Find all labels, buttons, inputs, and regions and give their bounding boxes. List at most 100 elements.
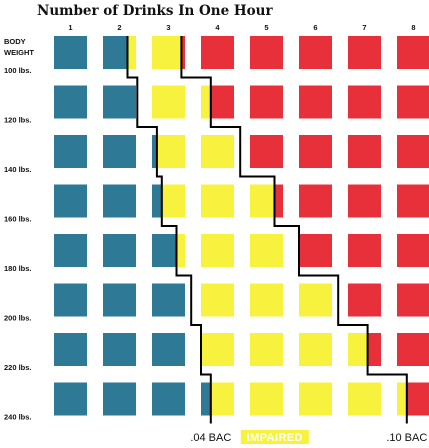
grid-cell — [201, 184, 234, 218]
grid-cell — [54, 36, 87, 69]
grid-cell — [250, 333, 283, 366]
grid-cell — [54, 382, 87, 416]
grid-cell — [397, 184, 429, 218]
grid-cell — [299, 382, 332, 416]
grid-cell — [210, 382, 234, 416]
column-label: 1 — [68, 23, 72, 32]
grid-cell — [397, 234, 429, 267]
row-label: 140 lbs. — [4, 165, 32, 174]
grid-cell — [54, 85, 87, 119]
grid-cell — [299, 283, 332, 317]
grid-cell — [250, 382, 283, 416]
grid-cell — [161, 184, 185, 218]
y-axis-label: BODY — [4, 37, 26, 46]
row-label: 120 lbs. — [4, 116, 32, 125]
row-label: 220 lbs. — [4, 363, 32, 372]
grid-cell — [397, 283, 429, 317]
grid-cell — [103, 382, 136, 416]
impaired-badge — [240, 430, 309, 444]
grid-cell — [348, 283, 381, 317]
grid-cell — [299, 234, 332, 267]
grid-cell — [152, 333, 185, 366]
grid-cell — [348, 36, 381, 69]
bac-10-boundary-line — [180, 36, 408, 424]
grid-cell — [54, 333, 87, 366]
bac-04-boundary-line — [126, 36, 212, 424]
grid-cell — [397, 135, 429, 168]
grid-cell — [54, 184, 87, 218]
grid-cell — [103, 85, 136, 119]
column-label: 8 — [411, 23, 415, 32]
column-label: 3 — [166, 23, 170, 32]
grid-cell — [103, 184, 136, 218]
grid-cell — [152, 184, 162, 218]
grid-cell — [152, 36, 182, 69]
chart-title: Number of Drinks In One Hour — [37, 3, 273, 19]
grid-cell — [250, 234, 283, 267]
grid-cell — [152, 283, 185, 317]
grid-cell — [299, 36, 332, 69]
grid-cell — [152, 382, 185, 416]
grid-cell — [201, 234, 234, 267]
y-axis-label: WEIGHT — [4, 48, 34, 57]
column-label: 7 — [362, 23, 366, 32]
grid-cell — [250, 36, 283, 69]
column-label: 5 — [264, 23, 268, 32]
grid-cell — [210, 85, 234, 119]
grid-cell — [103, 234, 136, 267]
grid-cell — [348, 234, 381, 267]
grid-cell — [103, 283, 136, 317]
row-label: 200 lbs. — [4, 314, 32, 323]
row-label: 240 lbs. — [4, 413, 32, 422]
grid-cell — [152, 85, 185, 119]
grid-cell — [201, 283, 234, 317]
bac-04-label: .04 BAC — [190, 432, 231, 444]
grid-cell — [201, 85, 211, 119]
grid-cell — [250, 283, 283, 317]
grid-cell — [299, 135, 332, 168]
grid-cell — [397, 85, 429, 119]
column-label: 4 — [215, 23, 220, 32]
grid-cell — [397, 36, 429, 69]
grid-cell — [250, 184, 275, 218]
grid-cell — [201, 382, 211, 416]
grid-cell — [299, 85, 332, 119]
grid-cell — [181, 36, 185, 69]
grid-cell — [348, 85, 381, 119]
grid-cell — [201, 333, 234, 366]
grid-cell — [397, 382, 407, 416]
column-label: 2 — [117, 23, 121, 32]
grid-cell — [299, 184, 332, 218]
grid-cell — [201, 135, 234, 168]
grid-cell — [348, 382, 381, 416]
grid-cell — [127, 36, 136, 69]
grid-cell — [250, 135, 283, 168]
row-label: 100 lbs. — [4, 66, 32, 75]
grid-cell — [348, 184, 381, 218]
grid-cell — [54, 234, 87, 267]
grid-cell — [54, 283, 87, 317]
grid-cell — [156, 135, 185, 168]
grid-cell — [103, 36, 128, 69]
grid-cell — [152, 234, 177, 267]
grid-cell — [103, 333, 136, 366]
grid-cell — [103, 135, 136, 168]
grid-cell — [406, 382, 429, 416]
row-label: 180 lbs. — [4, 264, 32, 273]
grid-cell — [397, 333, 429, 366]
impaired-label: IMPAIRED — [247, 432, 303, 444]
grid-cell — [250, 85, 283, 119]
grid-cell — [367, 333, 381, 366]
grid-cell — [54, 135, 87, 168]
grid-cell — [201, 36, 234, 69]
grid-cell — [348, 135, 381, 168]
bac-10-label: .10 BAC — [386, 432, 427, 444]
column-label: 6 — [313, 23, 317, 32]
grid-cell — [299, 333, 332, 366]
grid-cell — [274, 184, 283, 218]
grid-cell — [348, 333, 368, 366]
grid-cell — [152, 135, 157, 168]
row-label: 160 lbs. — [4, 215, 32, 224]
grid-cell — [176, 234, 185, 267]
